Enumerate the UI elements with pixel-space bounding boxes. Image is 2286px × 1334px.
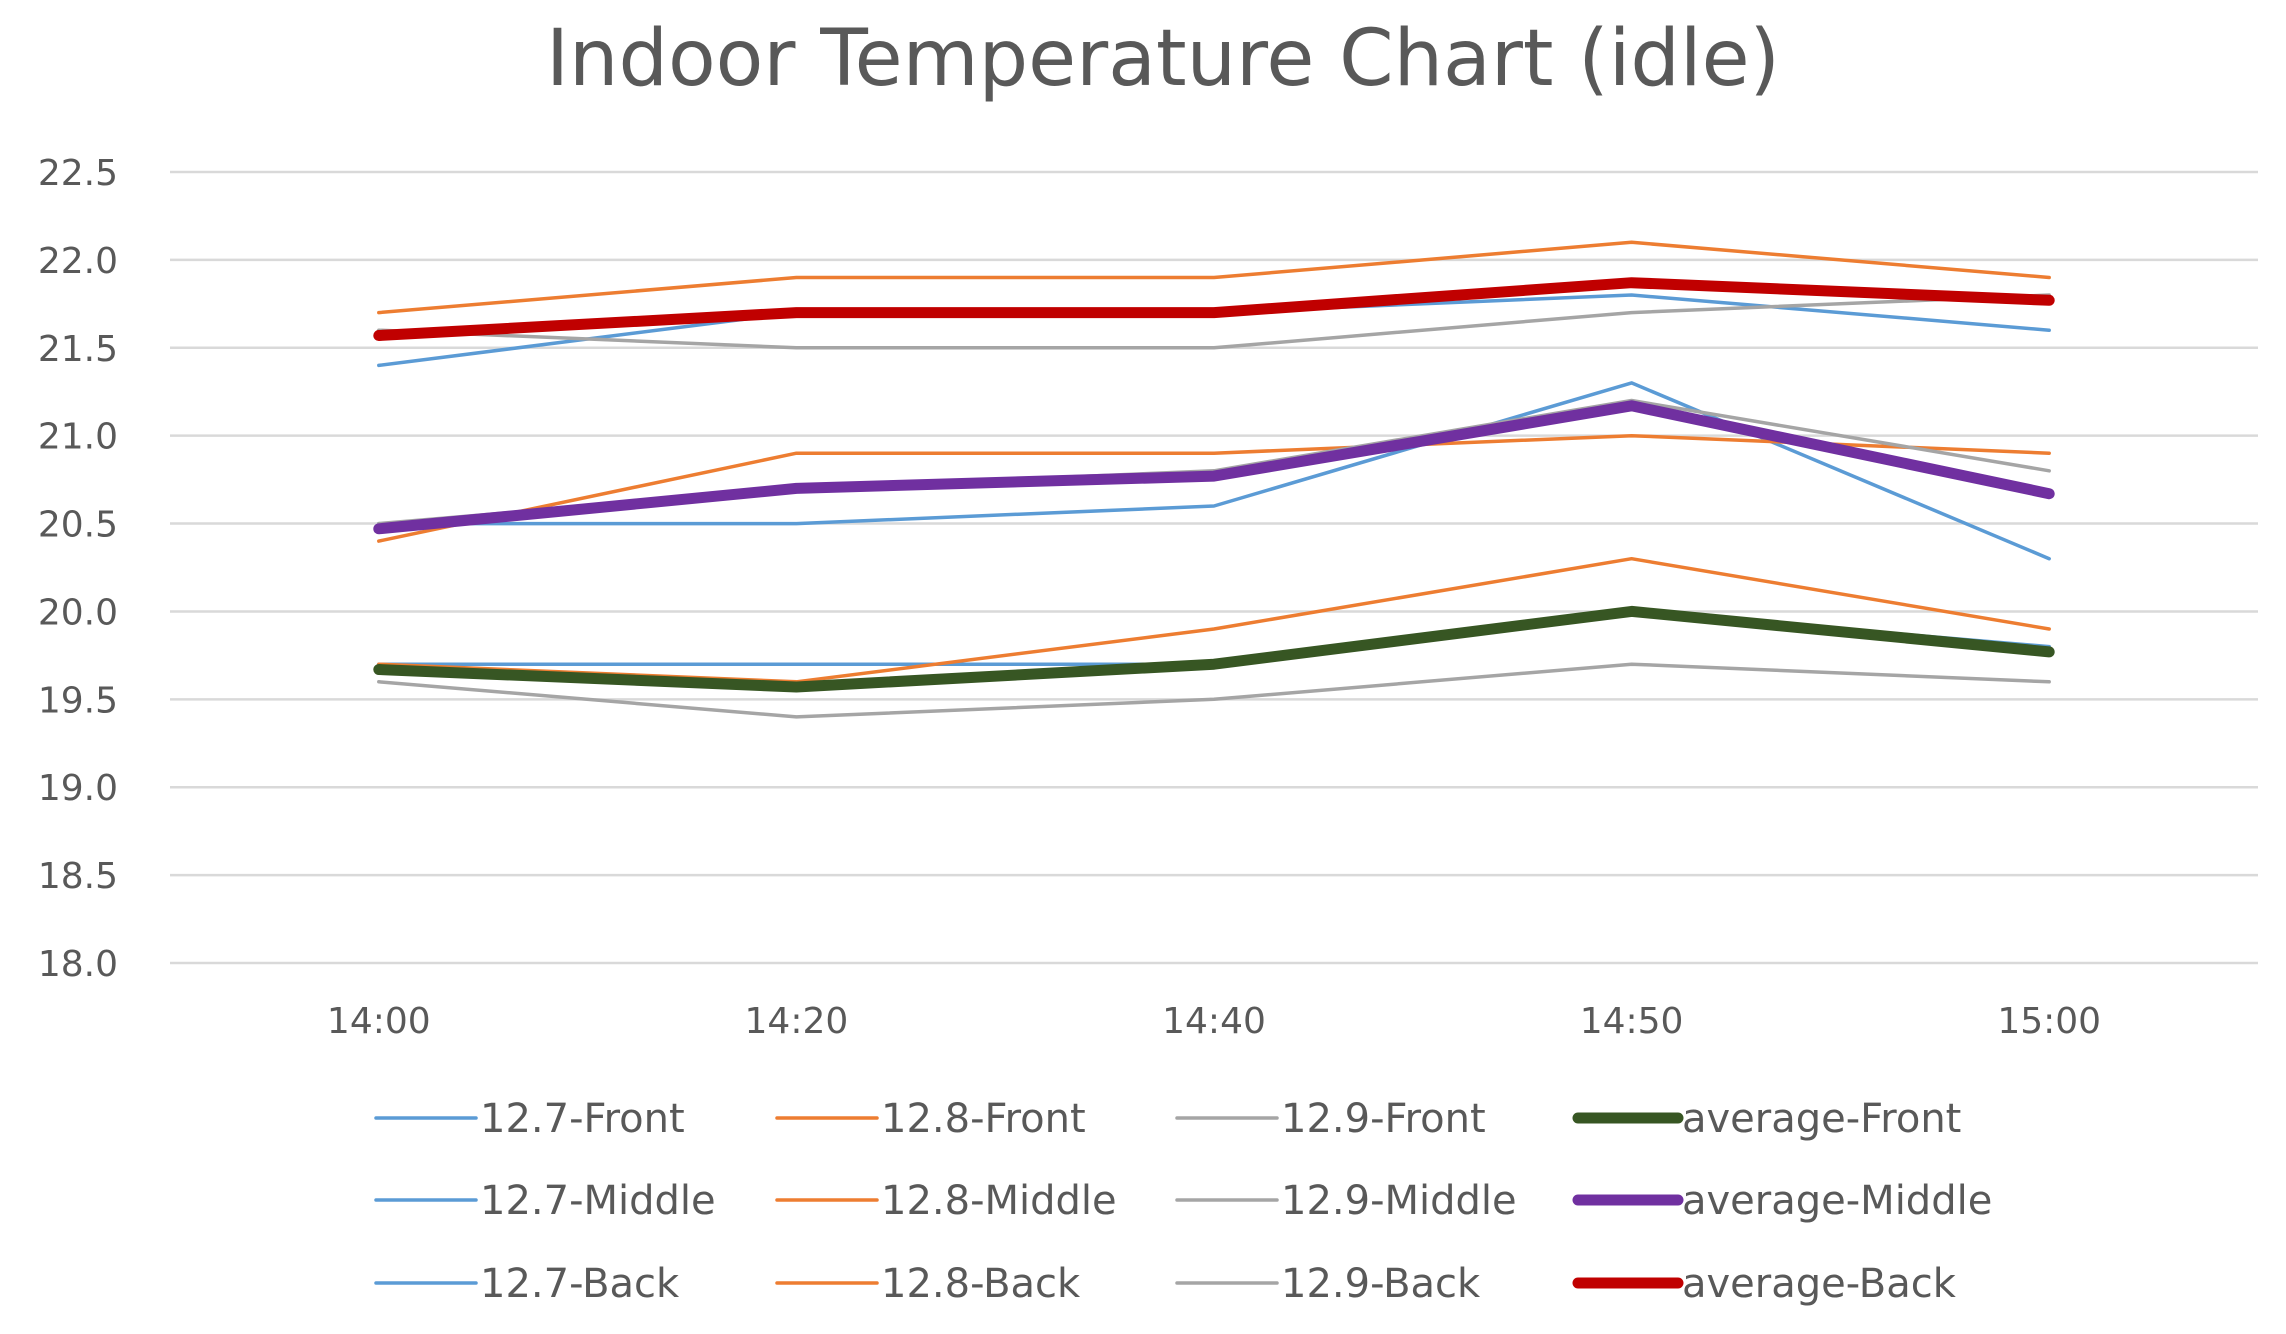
legend-item-12-9-front: 12.9-Front bbox=[1175, 1096, 1486, 1142]
legend-label: 12.7-Front bbox=[480, 1096, 685, 1142]
chart-title: Indoor Temperature Chart (idle) bbox=[546, 14, 1780, 104]
series-line-average-middle bbox=[373, 400, 2055, 535]
y-tick-label: 20.5 bbox=[38, 505, 118, 546]
series-line-12-8-middle bbox=[377, 433, 2051, 543]
y-tick-label: 19.0 bbox=[38, 768, 118, 809]
y-axis-tick-labels: 22.5 22.0 21.5 21.0 20.5 20.0 19.5 19.0 18.5 18.0 bbox=[38, 153, 118, 985]
legend-label: 12.8-Back bbox=[881, 1261, 1081, 1307]
x-axis-tick-labels: 14:00 14:20 14:40 14:50 15:00 bbox=[327, 1001, 2101, 1042]
legend-label: average-Back bbox=[1682, 1261, 1957, 1307]
y-tick-label: 22.0 bbox=[38, 241, 118, 282]
legend-label: 12.7-Back bbox=[480, 1261, 680, 1307]
x-tick-label: 14:20 bbox=[745, 1001, 849, 1042]
x-tick-label: 15:00 bbox=[1997, 1001, 2101, 1042]
x-tick-label: 14:50 bbox=[1580, 1001, 1684, 1042]
legend-item-12-7-middle: 12.7-Middle bbox=[374, 1178, 716, 1224]
legend-item-average-middle: average-Middle bbox=[1572, 1178, 1992, 1224]
legend: 12.7-Front 12.8-Front 12.9-Front average-Fr… bbox=[374, 1096, 1992, 1307]
legend-label: 12.9-Middle bbox=[1281, 1178, 1517, 1224]
series-lines bbox=[373, 240, 2055, 719]
series-line-12-9-front bbox=[377, 662, 2051, 719]
legend-item-average-back: average-Back bbox=[1572, 1261, 1957, 1307]
legend-item-average-front: average-Front bbox=[1572, 1096, 1961, 1142]
y-tick-label: 19.5 bbox=[38, 680, 118, 721]
y-tick-label: 18.5 bbox=[38, 856, 118, 897]
series-line-12-8-back bbox=[377, 240, 2051, 315]
series-line-average-back bbox=[373, 277, 2055, 341]
series-line-average-front bbox=[373, 605, 2055, 693]
legend-item-12-8-front: 12.8-Front bbox=[775, 1096, 1086, 1142]
x-tick-label: 14:40 bbox=[1162, 1001, 1266, 1042]
legend-item-12-8-back: 12.8-Back bbox=[775, 1261, 1081, 1307]
legend-label: average-Middle bbox=[1682, 1178, 1992, 1224]
legend-label: 12.9-Front bbox=[1281, 1096, 1486, 1142]
y-tick-label: 22.5 bbox=[38, 153, 118, 194]
series-line-12-9-back bbox=[377, 293, 2051, 350]
legend-label: 12.8-Middle bbox=[881, 1178, 1117, 1224]
x-tick-label: 14:00 bbox=[327, 1001, 431, 1042]
legend-item-12-9-back: 12.9-Back bbox=[1175, 1261, 1481, 1307]
y-tick-label: 18.0 bbox=[38, 944, 118, 985]
legend-label: 12.7-Middle bbox=[480, 1178, 716, 1224]
legend-label: 12.9-Back bbox=[1281, 1261, 1481, 1307]
y-tick-label: 21.5 bbox=[38, 329, 118, 370]
series-line-12-7-front bbox=[377, 609, 2051, 666]
legend-item-12-7-front: 12.7-Front bbox=[374, 1096, 685, 1142]
legend-label: average-Front bbox=[1682, 1096, 1961, 1142]
legend-item-12-7-back: 12.7-Back bbox=[374, 1261, 680, 1307]
legend-item-12-8-middle: 12.8-Middle bbox=[775, 1178, 1117, 1224]
y-tick-label: 21.0 bbox=[38, 417, 118, 458]
legend-item-12-9-middle: 12.9-Middle bbox=[1175, 1178, 1517, 1224]
y-tick-label: 20.0 bbox=[38, 592, 118, 633]
legend-label: 12.8-Front bbox=[881, 1096, 1086, 1142]
